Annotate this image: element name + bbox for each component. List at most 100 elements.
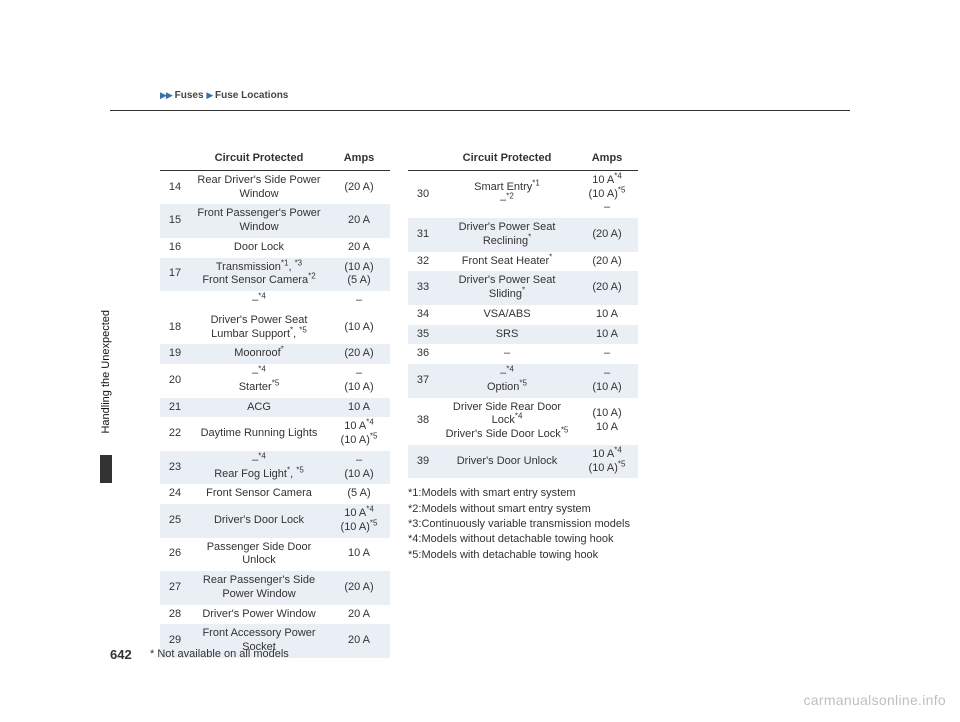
table-row: –*4–	[160, 291, 390, 311]
fuse-circuit: Smart Entry*1–*2	[438, 170, 576, 218]
fuse-amps: 10 A*4(10 A)*5	[328, 504, 390, 538]
fuse-amps: (10 A)10 A	[576, 398, 638, 445]
chevron-icon: ▶	[206, 90, 212, 100]
fuse-circuit: SRS	[438, 325, 576, 345]
fuse-number: 31	[408, 218, 438, 252]
fuse-amps: (20 A)	[576, 271, 638, 305]
page-number: 642	[110, 647, 132, 662]
fuse-circuit: Rear Driver's Side Power Window	[190, 170, 328, 204]
fuse-circuit: VSA/ABS	[438, 305, 576, 325]
fuse-amps: 20 A	[328, 204, 390, 238]
fuse-table-2-and-notes: Circuit Protected Amps 30Smart Entry*1–*…	[408, 148, 638, 658]
table-row: 17Transmission*1, *3Front Sensor Camera*…	[160, 258, 390, 292]
fuse-circuit: Driver's Power Window	[190, 605, 328, 625]
fuse-amps: (20 A)	[328, 571, 390, 605]
table-row: 22Daytime Running Lights10 A*4(10 A)*5	[160, 417, 390, 451]
fuse-circuit: Driver's Power Seat Reclining*	[438, 218, 576, 252]
fuse-number: 36	[408, 344, 438, 364]
fuse-circuit: Transmission*1, *3Front Sensor Camera*2	[190, 258, 328, 292]
fuse-circuit: Driver's Power Seat Lumbar Support*, *5	[190, 311, 328, 345]
fuse-amps: 10 A*4(10 A)*5	[576, 445, 638, 479]
breadcrumb: ▶▶ Fuses ▶ Fuse Locations	[160, 90, 288, 101]
fuse-amps: (20 A)	[328, 170, 390, 204]
fuse-number: 28	[160, 605, 190, 625]
col-num	[160, 148, 190, 170]
fuse-table-1: Circuit Protected Amps 14Rear Driver's S…	[160, 148, 390, 658]
footnote-line: *4:Models without detachable towing hook	[408, 532, 638, 547]
fuse-circuit: –*4Option*5	[438, 364, 576, 398]
table-row: 34VSA/ABS10 A	[408, 305, 638, 325]
fuse-number: 14	[160, 170, 190, 204]
table-row: 15Front Passenger's Power Window20 A	[160, 204, 390, 238]
fuse-number: 17	[160, 258, 190, 292]
fuse-circuit: Passenger Side Door Unlock	[190, 538, 328, 572]
table-row: 25Driver's Door Lock10 A*4(10 A)*5	[160, 504, 390, 538]
breadcrumb-a: Fuses	[175, 90, 204, 101]
table-row: 33Driver's Power Seat Sliding*(20 A)	[408, 271, 638, 305]
fuse-number: 18	[160, 311, 190, 345]
fuse-number: 15	[160, 204, 190, 238]
fuse-circuit: Daytime Running Lights	[190, 417, 328, 451]
table-row: 14Rear Driver's Side Power Window(20 A)	[160, 170, 390, 204]
fuse-amps: 10 A*4(10 A)*5–	[576, 170, 638, 218]
fuse-circuit: ACG	[190, 398, 328, 418]
fuse-number: 38	[408, 398, 438, 445]
footnote-line: *1:Models with smart entry system	[408, 486, 638, 501]
col-amps: Amps	[328, 148, 390, 170]
fuse-amps: –	[328, 291, 390, 311]
table-row: 37–*4Option*5–(10 A)	[408, 364, 638, 398]
section-tab-label: Handling the Unexpected	[100, 310, 112, 434]
fuse-number	[160, 291, 190, 311]
fuse-number: 27	[160, 571, 190, 605]
fuse-amps: (20 A)	[328, 344, 390, 364]
fuse-circuit: Driver's Door Unlock	[438, 445, 576, 479]
fuse-circuit: Front Sensor Camera	[190, 484, 328, 504]
table-row: 28Driver's Power Window20 A	[160, 605, 390, 625]
fuse-circuit: Driver's Door Lock	[190, 504, 328, 538]
fuse-circuit: Driver's Power Seat Sliding*	[438, 271, 576, 305]
table-row: 24Front Sensor Camera(5 A)	[160, 484, 390, 504]
table-row: 20–*4Starter*5–(10 A)	[160, 364, 390, 398]
col-amps: Amps	[576, 148, 638, 170]
divider	[110, 110, 850, 111]
fuse-amps: –(10 A)	[328, 364, 390, 398]
footnote-line: *3:Continuously variable transmission mo…	[408, 517, 638, 532]
fuse-amps: 10 A*4(10 A)*5	[328, 417, 390, 451]
table-row: 26Passenger Side Door Unlock10 A	[160, 538, 390, 572]
fuse-circuit: Door Lock	[190, 238, 328, 258]
fuse-amps: (20 A)	[576, 218, 638, 252]
fuse-table: Circuit Protected Amps 14Rear Driver's S…	[160, 148, 390, 658]
fuse-number: 22	[160, 417, 190, 451]
footnote-line: *2:Models without smart entry system	[408, 502, 638, 517]
col-circuit: Circuit Protected	[190, 148, 328, 170]
fuse-number: 35	[408, 325, 438, 345]
fuse-amps: (20 A)	[576, 252, 638, 272]
fuse-amps: 20 A	[328, 238, 390, 258]
fuse-circuit: Rear Passenger's Side Power Window	[190, 571, 328, 605]
fuse-number: 30	[408, 170, 438, 218]
table-row: 21ACG10 A	[160, 398, 390, 418]
fuse-number: 25	[160, 504, 190, 538]
fuse-amps: 20 A	[328, 624, 390, 658]
table-row: 35SRS10 A	[408, 325, 638, 345]
fuse-number: 23	[160, 451, 190, 485]
bottom-note: * Not available on all models	[150, 648, 289, 660]
fuse-amps: 10 A	[328, 538, 390, 572]
fuse-number: 32	[408, 252, 438, 272]
fuse-number: 21	[160, 398, 190, 418]
chevron-icon: ▶▶	[160, 90, 172, 100]
fuse-number: 33	[408, 271, 438, 305]
fuse-amps: (5 A)	[328, 484, 390, 504]
table-row: 18Driver's Power Seat Lumbar Support*, *…	[160, 311, 390, 345]
table-row: 30Smart Entry*1–*210 A*4(10 A)*5–	[408, 170, 638, 218]
fuse-amps: 10 A	[576, 305, 638, 325]
table-row: 31Driver's Power Seat Reclining*(20 A)	[408, 218, 638, 252]
fuse-circuit: –*4	[190, 291, 328, 311]
table-row: 16Door Lock20 A	[160, 238, 390, 258]
section-tab-block	[100, 455, 112, 483]
table-row: 32Front Seat Heater*(20 A)	[408, 252, 638, 272]
fuse-number: 16	[160, 238, 190, 258]
table-row: 19Moonroof*(20 A)	[160, 344, 390, 364]
fuse-amps: (10 A)	[328, 311, 390, 345]
table-row: 27Rear Passenger's Side Power Window(20 …	[160, 571, 390, 605]
